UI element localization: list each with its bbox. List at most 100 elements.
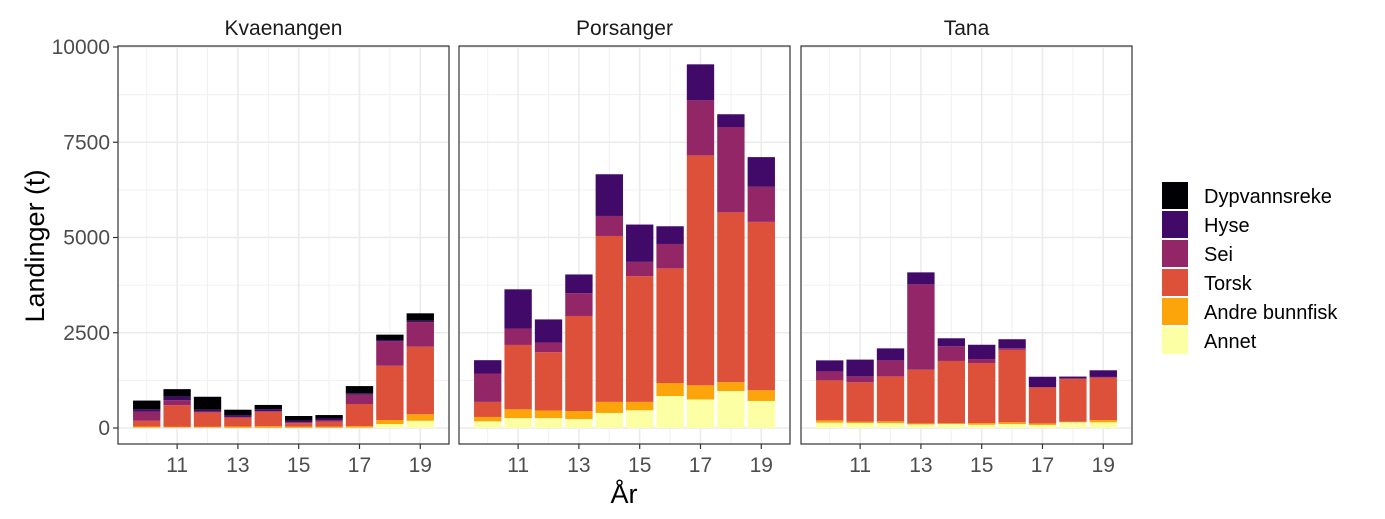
bar-hyse-19 xyxy=(747,157,775,187)
y-tick-label: 5000 xyxy=(63,227,110,250)
bar-hyse-18 xyxy=(1059,376,1087,379)
panel-kvaenangen: Kvaenangen 11 13 15 17 19 xyxy=(117,17,450,477)
bar-annet-10 xyxy=(474,421,502,428)
bar-andre-bunnfisk-18 xyxy=(376,419,404,424)
legend-swatch-sei xyxy=(1162,240,1188,267)
bar-hyse-15 xyxy=(626,224,654,262)
bar-sei-14 xyxy=(937,346,965,361)
bar-annet-17 xyxy=(1028,424,1057,428)
bar-annet-10 xyxy=(816,422,844,428)
x-tick-label: 19 xyxy=(1092,454,1115,477)
bar-dypvannsreke-10 xyxy=(133,400,161,410)
bar-sei-16 xyxy=(315,419,343,422)
x-axis-title: År xyxy=(611,478,638,509)
bar-andre-bunnfisk-15 xyxy=(285,426,313,428)
x-tick-label: 11 xyxy=(849,454,871,477)
y-tick-label: 2500 xyxy=(63,322,110,345)
bar-torsk-15 xyxy=(285,423,313,427)
bar-hyse-13 xyxy=(907,272,935,285)
bar-hyse-17 xyxy=(345,393,374,395)
legend-label: Hyse xyxy=(1204,215,1250,237)
bar-torsk-16 xyxy=(656,268,684,384)
bar-hyse-15 xyxy=(285,420,313,423)
bar-sei-14 xyxy=(595,215,623,236)
bar-torsk-15 xyxy=(626,276,654,402)
bar-dypvannsreke-15 xyxy=(285,415,313,421)
bar-andre-bunnfisk-13 xyxy=(907,423,935,425)
bar-annet-17 xyxy=(686,399,715,428)
bar-annet-11 xyxy=(846,423,874,428)
bar-sei-10 xyxy=(133,411,161,421)
bar-andre-bunnfisk-16 xyxy=(315,426,343,428)
bar-torsk-19 xyxy=(747,221,775,391)
bar-sei-15 xyxy=(285,422,313,424)
bar-andre-bunnfisk-19 xyxy=(406,414,434,421)
bar-annet-18 xyxy=(376,423,404,428)
bar-torsk-19 xyxy=(406,346,434,415)
bar-andre-bunnfisk-11 xyxy=(504,409,532,419)
bar-hyse-14 xyxy=(254,409,282,412)
bar-sei-11 xyxy=(163,400,191,406)
bar-andre-bunnfisk-11 xyxy=(163,426,191,428)
bar-annet-11 xyxy=(504,418,532,428)
bar-andre-bunnfisk-15 xyxy=(968,423,996,425)
bar-sei-15 xyxy=(626,261,654,277)
bar-annet-14 xyxy=(937,423,965,428)
bar-hyse-16 xyxy=(998,339,1026,349)
bar-dypvannsreke-13 xyxy=(224,409,252,416)
bar-hyse-10 xyxy=(133,409,161,412)
bar-hyse-11 xyxy=(846,359,874,377)
panel-border xyxy=(117,45,450,445)
bar-annet-13 xyxy=(907,424,935,428)
bar-andre-bunnfisk-10 xyxy=(816,420,844,423)
bar-annet-18 xyxy=(717,391,745,428)
bar-torsk-17 xyxy=(345,403,374,427)
bar-annet-19 xyxy=(747,400,775,428)
bar-andre-bunnfisk-15 xyxy=(626,401,654,411)
bar-andre-bunnfisk-11 xyxy=(846,421,874,424)
y-axis: 0 2500 5000 7500 10000 xyxy=(52,36,118,440)
bar-annet-16 xyxy=(998,423,1026,428)
x-tick-label: 11 xyxy=(166,454,188,477)
bar-hyse-10 xyxy=(474,360,502,374)
bar-torsk-13 xyxy=(907,369,935,424)
bar-hyse-19 xyxy=(1089,370,1117,377)
x-tick-label: 15 xyxy=(287,454,310,477)
bar-hyse-14 xyxy=(937,338,965,347)
bar-torsk-17 xyxy=(686,155,715,386)
bar-torsk-10 xyxy=(816,380,844,421)
bar-annet-15 xyxy=(626,410,654,428)
panel-title: Tana xyxy=(944,17,990,40)
bar-torsk-16 xyxy=(998,349,1026,423)
bar-torsk-11 xyxy=(504,344,532,410)
bar-andre-bunnfisk-13 xyxy=(565,411,593,420)
panel-title: Kvaenangen xyxy=(225,17,343,40)
bar-sei-11 xyxy=(504,328,532,345)
bar-torsk-17 xyxy=(1028,387,1057,424)
bar-annet-14 xyxy=(595,412,623,428)
x-tick-label: 19 xyxy=(750,454,773,477)
bar-hyse-10 xyxy=(816,360,844,372)
legend-label: Dypvannsreke xyxy=(1204,186,1332,208)
bar-hyse-17 xyxy=(686,64,715,101)
bar-sei-16 xyxy=(656,243,684,269)
bar-sei-13 xyxy=(224,416,252,418)
x-tick-label: 19 xyxy=(409,454,432,477)
legend-swatch-dypvannsreke xyxy=(1162,182,1188,209)
bar-hyse-12 xyxy=(876,348,905,361)
legend-label: Andre bunnfisk xyxy=(1204,302,1338,324)
bar-torsk-14 xyxy=(254,411,282,427)
bar-torsk-13 xyxy=(224,417,252,427)
bar-hyse-16 xyxy=(656,226,684,244)
bar-annet-15 xyxy=(968,424,996,428)
bar-torsk-13 xyxy=(565,315,593,412)
panel-border xyxy=(458,45,791,445)
y-tick-label: 0 xyxy=(98,417,110,440)
bar-hyse-13 xyxy=(565,274,593,294)
legend-swatch-torsk xyxy=(1162,269,1188,296)
bar-torsk-14 xyxy=(595,235,623,402)
x-tick-label: 13 xyxy=(567,454,590,477)
bar-torsk-12 xyxy=(534,352,563,411)
